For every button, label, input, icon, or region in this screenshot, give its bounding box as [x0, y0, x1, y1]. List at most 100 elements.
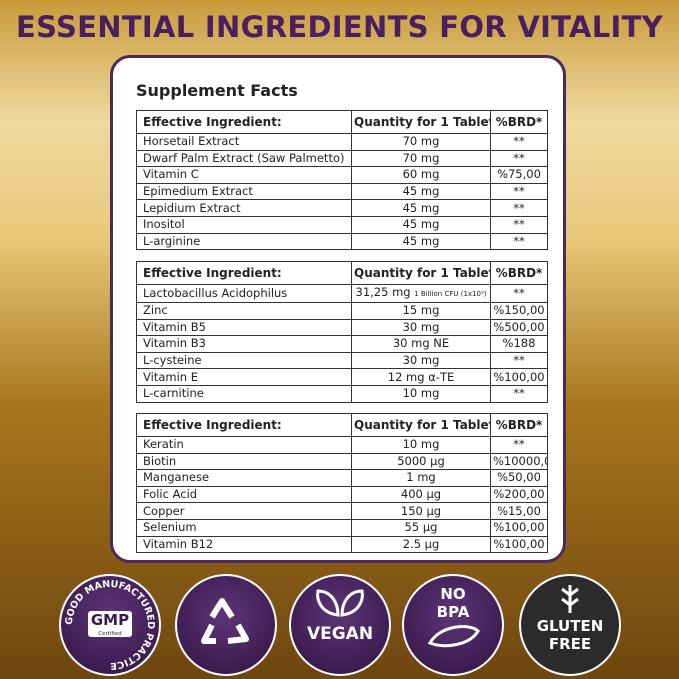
facts-table: Effective Ingredient: Quantity for 1 Tabl…: [136, 110, 548, 251]
quantity: 1 mg: [351, 469, 491, 487]
ingredient: L-cysteine: [136, 351, 352, 370]
gmp-subtitle: Certified: [98, 631, 122, 637]
brd: **: [490, 149, 548, 168]
quantity: 5000 µg: [351, 452, 491, 471]
ingredient: Vitamin B12: [136, 535, 352, 554]
ingredient: L-arginine: [136, 232, 352, 251]
recycle-badge: [175, 574, 277, 676]
column-header: %BRD*: [490, 413, 548, 437]
ingredient: L-carnitine: [136, 384, 352, 403]
ingredient: Lepidium Extract: [136, 199, 352, 217]
ingredient: Manganese: [136, 469, 352, 487]
brd: **: [490, 182, 548, 201]
column-header: Effective Ingredient:: [136, 261, 352, 285]
quantity-value: 150 µg: [400, 503, 442, 518]
ingredient: Selenium: [136, 518, 352, 537]
quantity-value: 55 µg: [404, 520, 438, 535]
ingredient-row: Biotin 5000 µg %10000,00: [136, 452, 548, 471]
brd: **: [490, 199, 548, 217]
brd: **: [490, 133, 548, 151]
ingredient: Epimedium Extract: [136, 182, 352, 201]
column-header: %BRD*: [490, 261, 548, 285]
brd: %75,00: [490, 166, 548, 184]
brd: %500,00: [490, 318, 548, 337]
bpa-text: NO: [440, 585, 465, 603]
quantity-value: 45 mg: [402, 200, 440, 215]
quantity-value: 45 mg: [402, 184, 440, 199]
header-row: Effective Ingredient: Quantity for 1 Tabl…: [136, 413, 548, 437]
quantity: 30 mg: [351, 351, 491, 370]
quantity-value: 400 µg: [400, 487, 442, 502]
ingredient-row: Epimedium Extract 45 mg **: [136, 182, 548, 201]
brd: %150,00: [490, 302, 548, 320]
quantity-value: 2.5 µg: [402, 536, 440, 551]
bpa-badge: NO BPA: [402, 574, 504, 676]
ingredient-row: Zinc 15 mg %150,00: [136, 302, 548, 320]
column-header: Quantity for 1 Tablet: [351, 261, 491, 285]
ingredient: Vitamin B3: [136, 335, 352, 353]
ingredient: Copper: [136, 502, 352, 520]
ingredient-row: L-cysteine 30 mg **: [136, 351, 548, 370]
quantity: 45 mg: [351, 199, 491, 217]
ingredient: Vitamin C: [136, 166, 352, 184]
ingredient-row: Lepidium Extract 45 mg **: [136, 199, 548, 217]
header-row: Effective Ingredient: Quantity for 1 Tabl…: [136, 110, 548, 134]
brd: %100,00: [490, 518, 548, 537]
column-header: Effective Ingredient:: [136, 413, 352, 437]
gmp-badge: GOOD MANUFACTURED PRACTICE GMP Certified: [59, 574, 161, 676]
badges: GOOD MANUFACTURED PRACTICE GMP Certified…: [59, 574, 621, 676]
gluten-badge: GLUTEN FREE: [519, 574, 621, 676]
quantity: 45 mg: [351, 182, 491, 201]
page-title: ESSENTIAL INGREDIENTS FOR VITALITY: [15, 10, 663, 44]
ingredient-row: Vitamin E 12 mg α-TE %100,00: [136, 368, 548, 386]
ingredient-row: Copper 150 µg %15,00: [136, 502, 548, 520]
ingredient-row: L-arginine 45 mg **: [136, 232, 548, 251]
quantity: 10 mg: [351, 436, 491, 454]
ingredient-row: Selenium 55 µg %100,00: [136, 518, 548, 537]
quantity-value: 70 mg: [402, 134, 440, 149]
vegan-text: VEGAN: [307, 624, 373, 644]
brd: %15,00: [490, 502, 548, 520]
quantity-note: 1 Billion CFU (1x10⁹): [414, 290, 487, 298]
quantity-value: 1 mg: [406, 470, 436, 485]
quantity-value: 70 mg: [402, 150, 440, 165]
quantity: 55 µg: [351, 518, 491, 537]
quantity-value: 31,25 mg: [355, 285, 411, 300]
quantity: 70 mg: [351, 149, 491, 168]
quantity-value: 10 mg: [402, 386, 440, 401]
quantity: 45 mg: [351, 232, 491, 251]
gmp-title: GMP: [91, 611, 129, 629]
gluten-text: FREE: [549, 635, 591, 653]
quantity: 70 mg: [351, 133, 491, 151]
brd: %200,00: [490, 485, 548, 504]
quantity-value: 60 mg: [402, 167, 440, 182]
quantity-value: 10 mg: [402, 437, 440, 452]
facts-table: Effective Ingredient: Quantity for 1 Tabl…: [136, 413, 548, 554]
quantity: 15 mg: [351, 302, 491, 320]
ingredient-row: Folic Acid 400 µg %200,00: [136, 485, 548, 504]
ingredient: Vitamin B5: [136, 318, 352, 337]
ingredient-row: Vitamin B3 30 mg NE %188: [136, 335, 548, 353]
ingredient: Keratin: [136, 436, 352, 454]
ingredient: Lactobacillus Acidophilus: [136, 284, 352, 303]
quantity: 45 mg: [351, 215, 491, 234]
brd: **: [490, 351, 548, 370]
ingredient: Biotin: [136, 452, 352, 471]
column-header: %BRD*: [490, 110, 548, 134]
ingredient-row: Manganese 1 mg %50,00: [136, 469, 548, 487]
ingredient-row: Keratin 10 mg **: [136, 436, 548, 454]
quantity-value: 15 mg: [402, 303, 440, 318]
ingredient-row: Dwarf Palm Extract (Saw Palmetto) 70 mg **: [136, 149, 548, 168]
ingredient: Horsetail Extract: [136, 133, 352, 151]
ingredient-row: L-carnitine 10 mg **: [136, 384, 548, 403]
quantity: 12 mg α-TE: [351, 368, 491, 386]
quantity-value: 30 mg NE: [392, 336, 450, 351]
quantity: 30 mg NE: [351, 335, 491, 353]
quantity: 400 µg: [351, 485, 491, 504]
brd: %100,00: [490, 535, 548, 554]
ingredient-row: Inositol 45 mg **: [136, 215, 548, 234]
quantity: 10 mg: [351, 384, 491, 403]
card-title: Supplement Facts: [136, 81, 298, 100]
brd: **: [490, 284, 548, 303]
